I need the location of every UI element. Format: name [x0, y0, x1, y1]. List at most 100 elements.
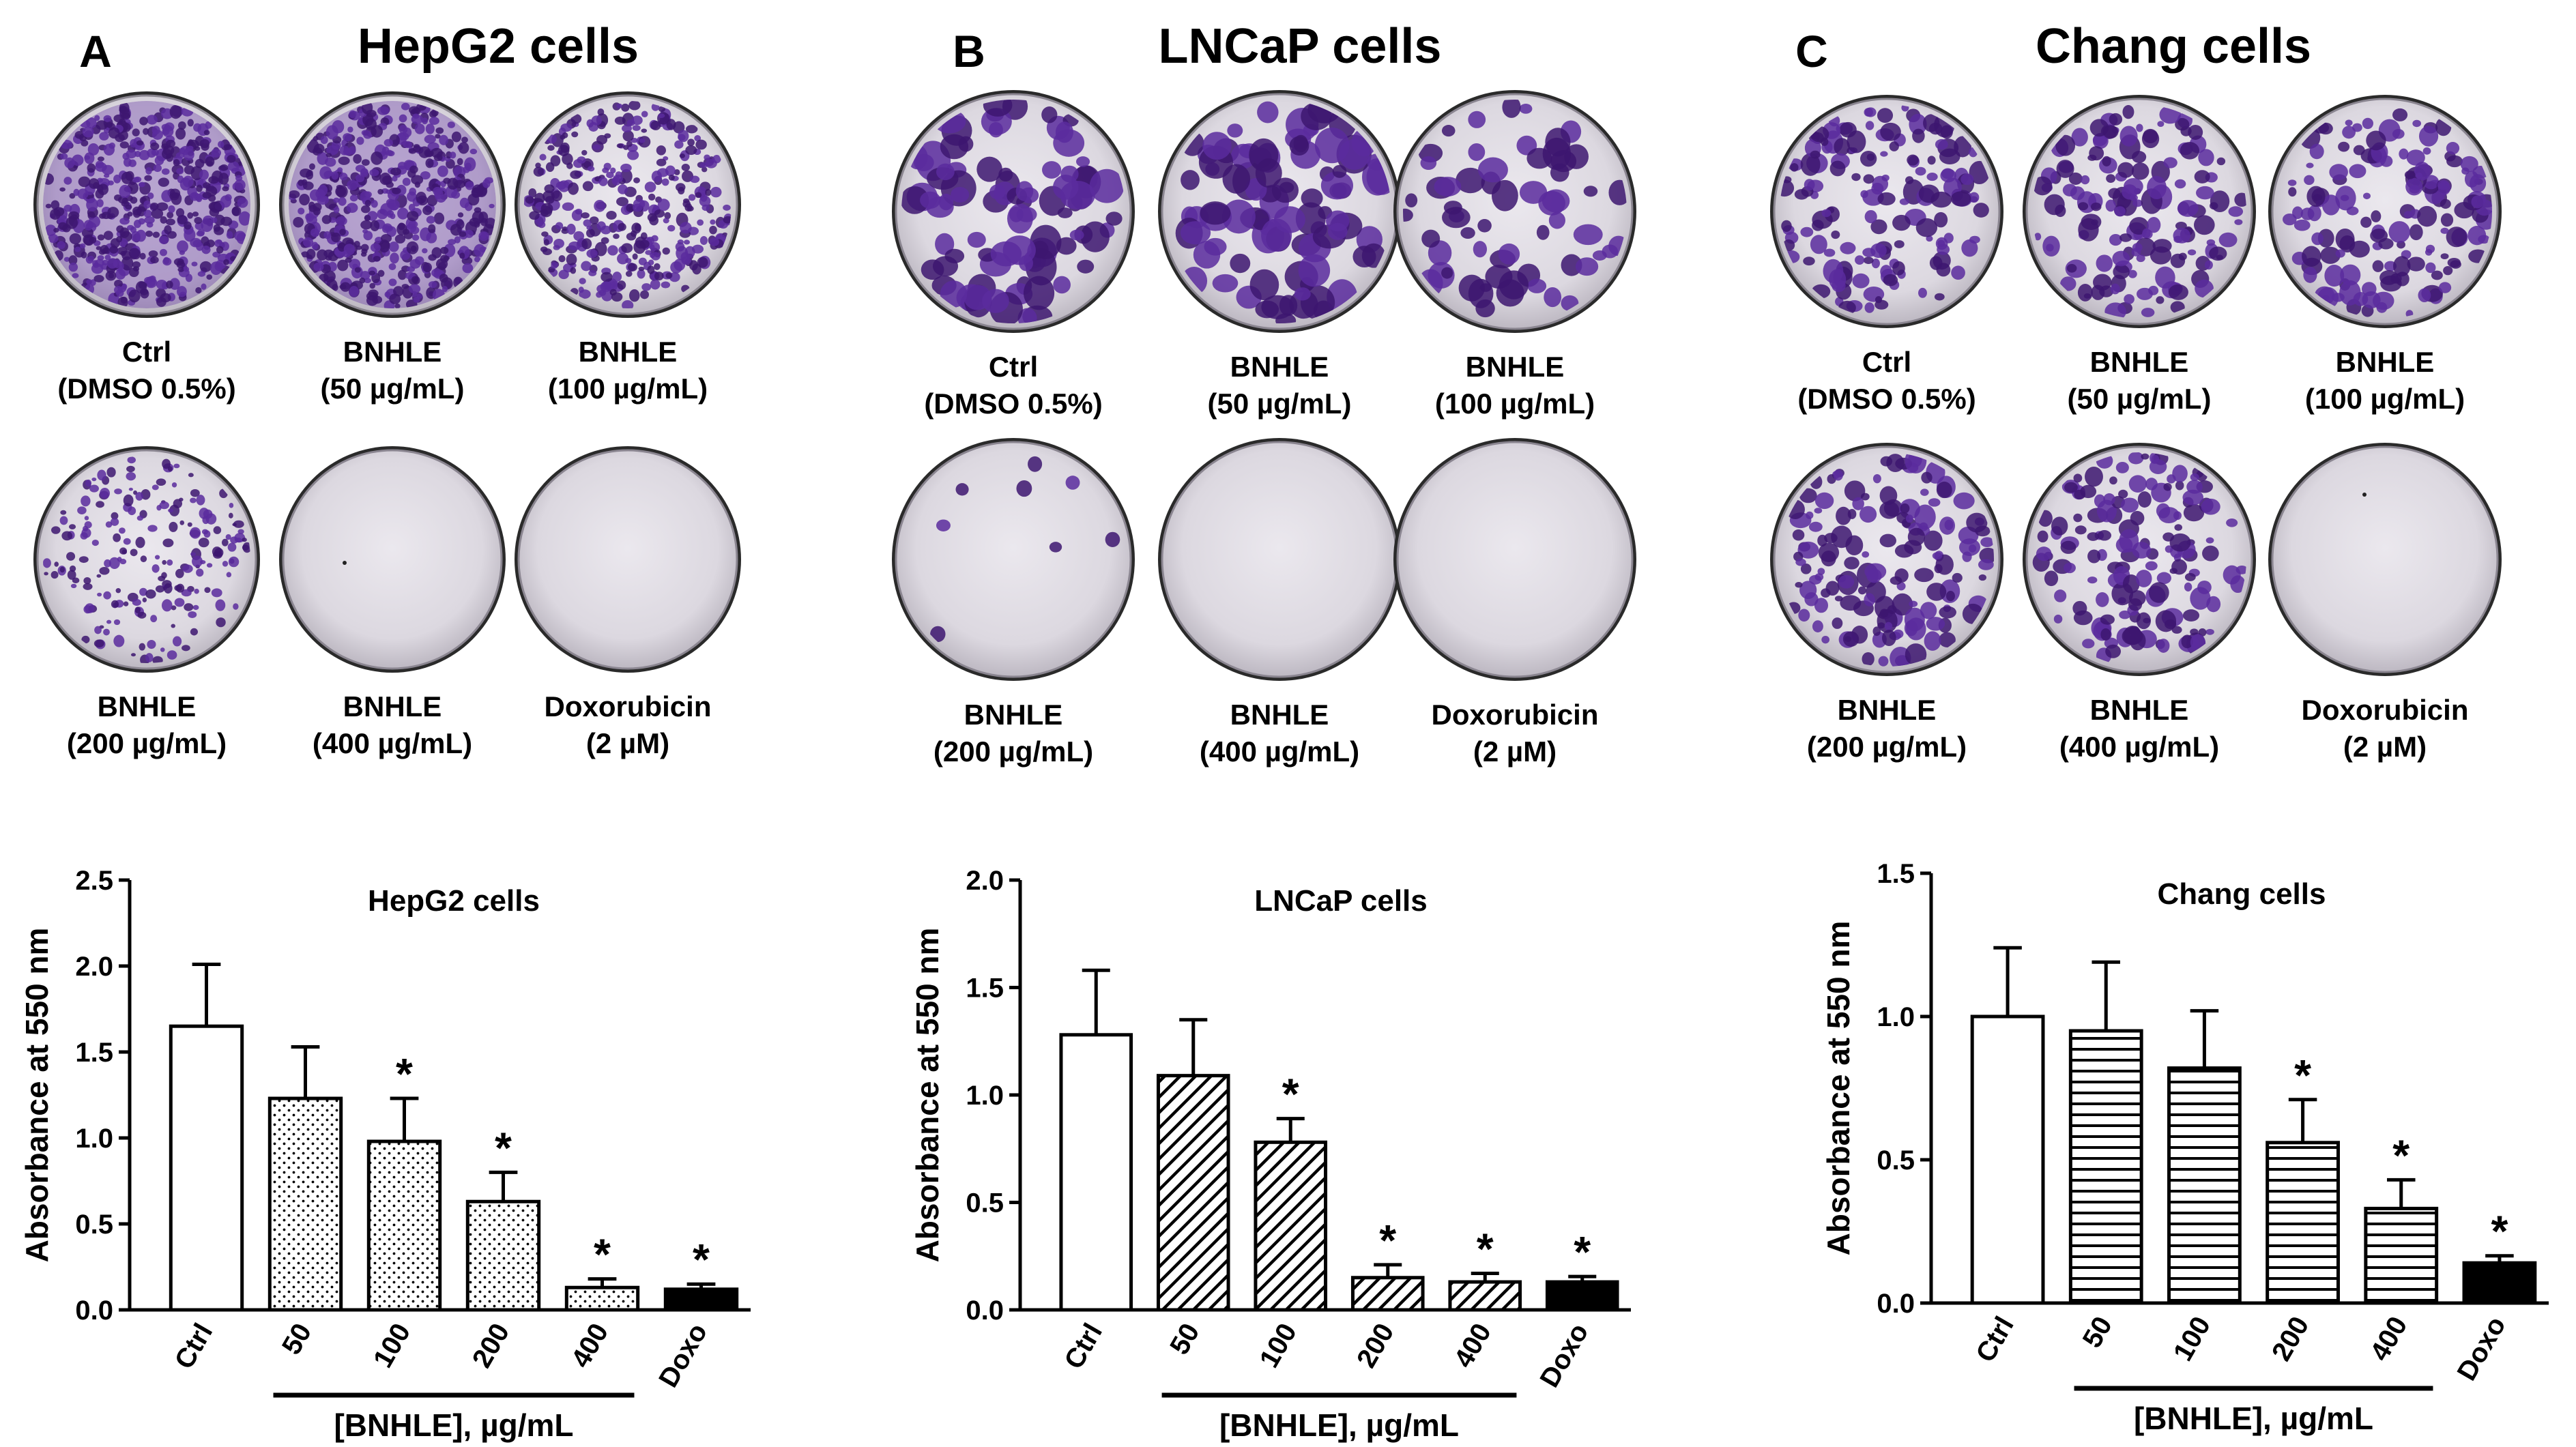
y-tick-label: 2.0	[966, 866, 1004, 896]
chart-title: Chang cells	[2158, 877, 2326, 911]
panel-b: B LNCaP cells Ctrl (DMSO 0.5%) BNHLE (50 µg/m…	[892, 19, 1636, 768]
bar-chart-2: LNCaP cells 0.0 0.5 1.0 1.5 2.0 Absorbance at …	[910, 866, 1631, 1443]
x-tick-label: Ctrl	[1970, 1312, 2020, 1368]
significance-star: *	[396, 1049, 413, 1098]
dish-label-line1: BNHLE	[2336, 346, 2435, 378]
petri-dish: BNHLE (50 µg/mL)	[279, 91, 506, 405]
y-tick-label: 0.0	[75, 1296, 113, 1326]
dish-label-line2: (DMSO 0.5%)	[57, 372, 235, 405]
y-tick-label: 0.5	[966, 1188, 1004, 1218]
bar-100	[2167, 1066, 2242, 1305]
petri-dish: BNHLE (200 µg/mL)	[33, 446, 260, 759]
y-tick-label: 1.5	[75, 1038, 113, 1068]
x-tick-label: 50	[1164, 1319, 1205, 1360]
petri-dish: BNHLE (100 µg/mL)	[1393, 90, 1636, 420]
dish-label-line1: BNHLE	[98, 690, 197, 722]
dish-label-line1: BNHLE	[343, 336, 442, 368]
petri-dish: BNHLE (400 µg/mL)	[1158, 438, 1401, 768]
panel-title: HepG2 cells	[358, 19, 639, 74]
dish-label-line1: Ctrl	[1862, 346, 1911, 378]
panel-letter: B	[953, 26, 985, 76]
dish-label-line1: BNHLE	[1466, 351, 1565, 383]
bar-100	[1254, 1140, 1328, 1312]
bar-ctrl	[169, 1024, 244, 1312]
y-tick-label: 0.5	[1877, 1145, 1915, 1175]
dish-label-line2: (100 µg/mL)	[1435, 388, 1595, 420]
bar-50	[2068, 1029, 2143, 1305]
bar-400	[1448, 1280, 1522, 1312]
x-tick-label: 200	[1351, 1319, 1400, 1373]
panel-title: Chang cells	[2036, 19, 2311, 74]
dish-label-line1: BNHLE	[1230, 699, 1329, 731]
petri-dish: Doxorubicin (2 µM)	[1393, 438, 1636, 768]
dish-label-line2: (DMSO 0.5%)	[1797, 383, 1976, 415]
bar-400	[564, 1285, 640, 1312]
dish-label-line2: (200 µg/mL)	[934, 735, 1093, 768]
x-tick-label: Doxo	[653, 1319, 713, 1393]
dish-label-line2: (200 µg/mL)	[67, 727, 227, 759]
bar-chart-1: HepG2 cells 0.0 0.5 1.0 1.5 2.0 2.5 Absorbance …	[19, 866, 751, 1443]
bar-ctrl	[1970, 1014, 2045, 1305]
dish-label-line2: (2 µM)	[1473, 735, 1557, 768]
y-axis-label: Absorbance at 550 nm	[910, 928, 945, 1263]
y-tick-label: 1.5	[966, 974, 1004, 1004]
bar-200	[2266, 1141, 2340, 1305]
x-tick-label: Doxo	[2452, 1312, 2512, 1386]
dish-label-line1: BNHLE	[2090, 346, 2189, 378]
x-tick-label: 50	[276, 1319, 317, 1360]
dish-label-line2: (400 µg/mL)	[1200, 735, 1359, 768]
x-tick-label: 400	[566, 1319, 614, 1373]
dish-label-line1: BNHLE	[579, 336, 678, 368]
significance-star: *	[2491, 1207, 2508, 1256]
dish-label-line1: BNHLE	[964, 699, 1063, 731]
dish-label-line2: (400 µg/mL)	[2059, 731, 2219, 763]
panel-letter: C	[1795, 26, 1828, 76]
x-tick-label: 400	[1449, 1319, 1497, 1373]
y-tick-label: 2.0	[75, 952, 113, 982]
y-axis-label: Absorbance at 550 nm	[1821, 921, 1856, 1256]
x-axis-label: [BNHLE], µg/mL	[2134, 1401, 2373, 1436]
petri-dish: BNHLE (200 µg/mL)	[892, 438, 1135, 768]
panel-letter: A	[79, 26, 112, 76]
x-tick-label: 100	[2168, 1312, 2216, 1366]
dish-label-line2: (50 µg/mL)	[321, 372, 465, 405]
x-axis-label: [BNHLE], µg/mL	[334, 1407, 573, 1443]
dish-label-line1: Ctrl	[122, 336, 171, 368]
dish-label-line2: (100 µg/mL)	[2305, 383, 2465, 415]
dish-label-line2: (DMSO 0.5%)	[924, 388, 1102, 420]
petri-dish: Ctrl (DMSO 0.5%)	[1770, 95, 2003, 415]
chart-title: LNCaP cells	[1254, 884, 1428, 918]
bar-doxo	[2462, 1261, 2537, 1305]
petri-dish: BNHLE (50 µg/mL)	[1158, 90, 1401, 420]
x-tick-label: Ctrl	[1058, 1319, 1108, 1375]
petri-dish: BNHLE (400 µg/mL)	[279, 446, 506, 759]
panel-c: C Chang cells Ctrl (DMSO 0.5%) BNHLE (50 µg/m…	[1770, 19, 2502, 763]
bar-chart-3: Chang cells 0.0 0.5 1.0 1.5 Absorbance at 550…	[1821, 859, 2549, 1436]
dish-label-line1: BNHLE	[1230, 351, 1329, 383]
dish-label-line1: Doxorubicin	[2301, 694, 2468, 726]
y-tick-label: 1.0	[966, 1081, 1004, 1111]
significance-star: *	[693, 1235, 710, 1284]
y-axis-label: Absorbance at 550 nm	[19, 928, 55, 1263]
dish-label-line2: (2 µM)	[586, 727, 669, 759]
x-tick-label: 400	[2364, 1312, 2413, 1366]
y-tick-label: 1.5	[1877, 859, 1915, 889]
significance-star: *	[495, 1123, 512, 1172]
bar-ctrl	[1059, 1033, 1133, 1312]
bar-200	[465, 1199, 541, 1312]
significance-star: *	[1574, 1227, 1591, 1276]
petri-dish: BNHLE (400 µg/mL)	[2023, 443, 2256, 763]
petri-dish: Ctrl (DMSO 0.5%)	[892, 90, 1135, 420]
x-axis-label: [BNHLE], µg/mL	[1219, 1407, 1459, 1443]
y-tick-label: 0.0	[1877, 1289, 1915, 1319]
petri-dish: BNHLE (50 µg/mL)	[2023, 95, 2256, 415]
petri-dish: BNHLE (100 µg/mL)	[515, 91, 741, 405]
y-tick-label: 2.5	[75, 866, 113, 896]
bar-50	[267, 1096, 343, 1312]
x-tick-label: Ctrl	[169, 1319, 219, 1375]
dish-label-line1: Doxorubicin	[1431, 699, 1598, 731]
dish-label-line2: (50 µg/mL)	[2068, 383, 2212, 415]
bar-doxo	[663, 1287, 739, 1312]
petri-dish: Doxorubicin (2 µM)	[515, 446, 741, 759]
y-tick-label: 0.5	[75, 1210, 113, 1240]
